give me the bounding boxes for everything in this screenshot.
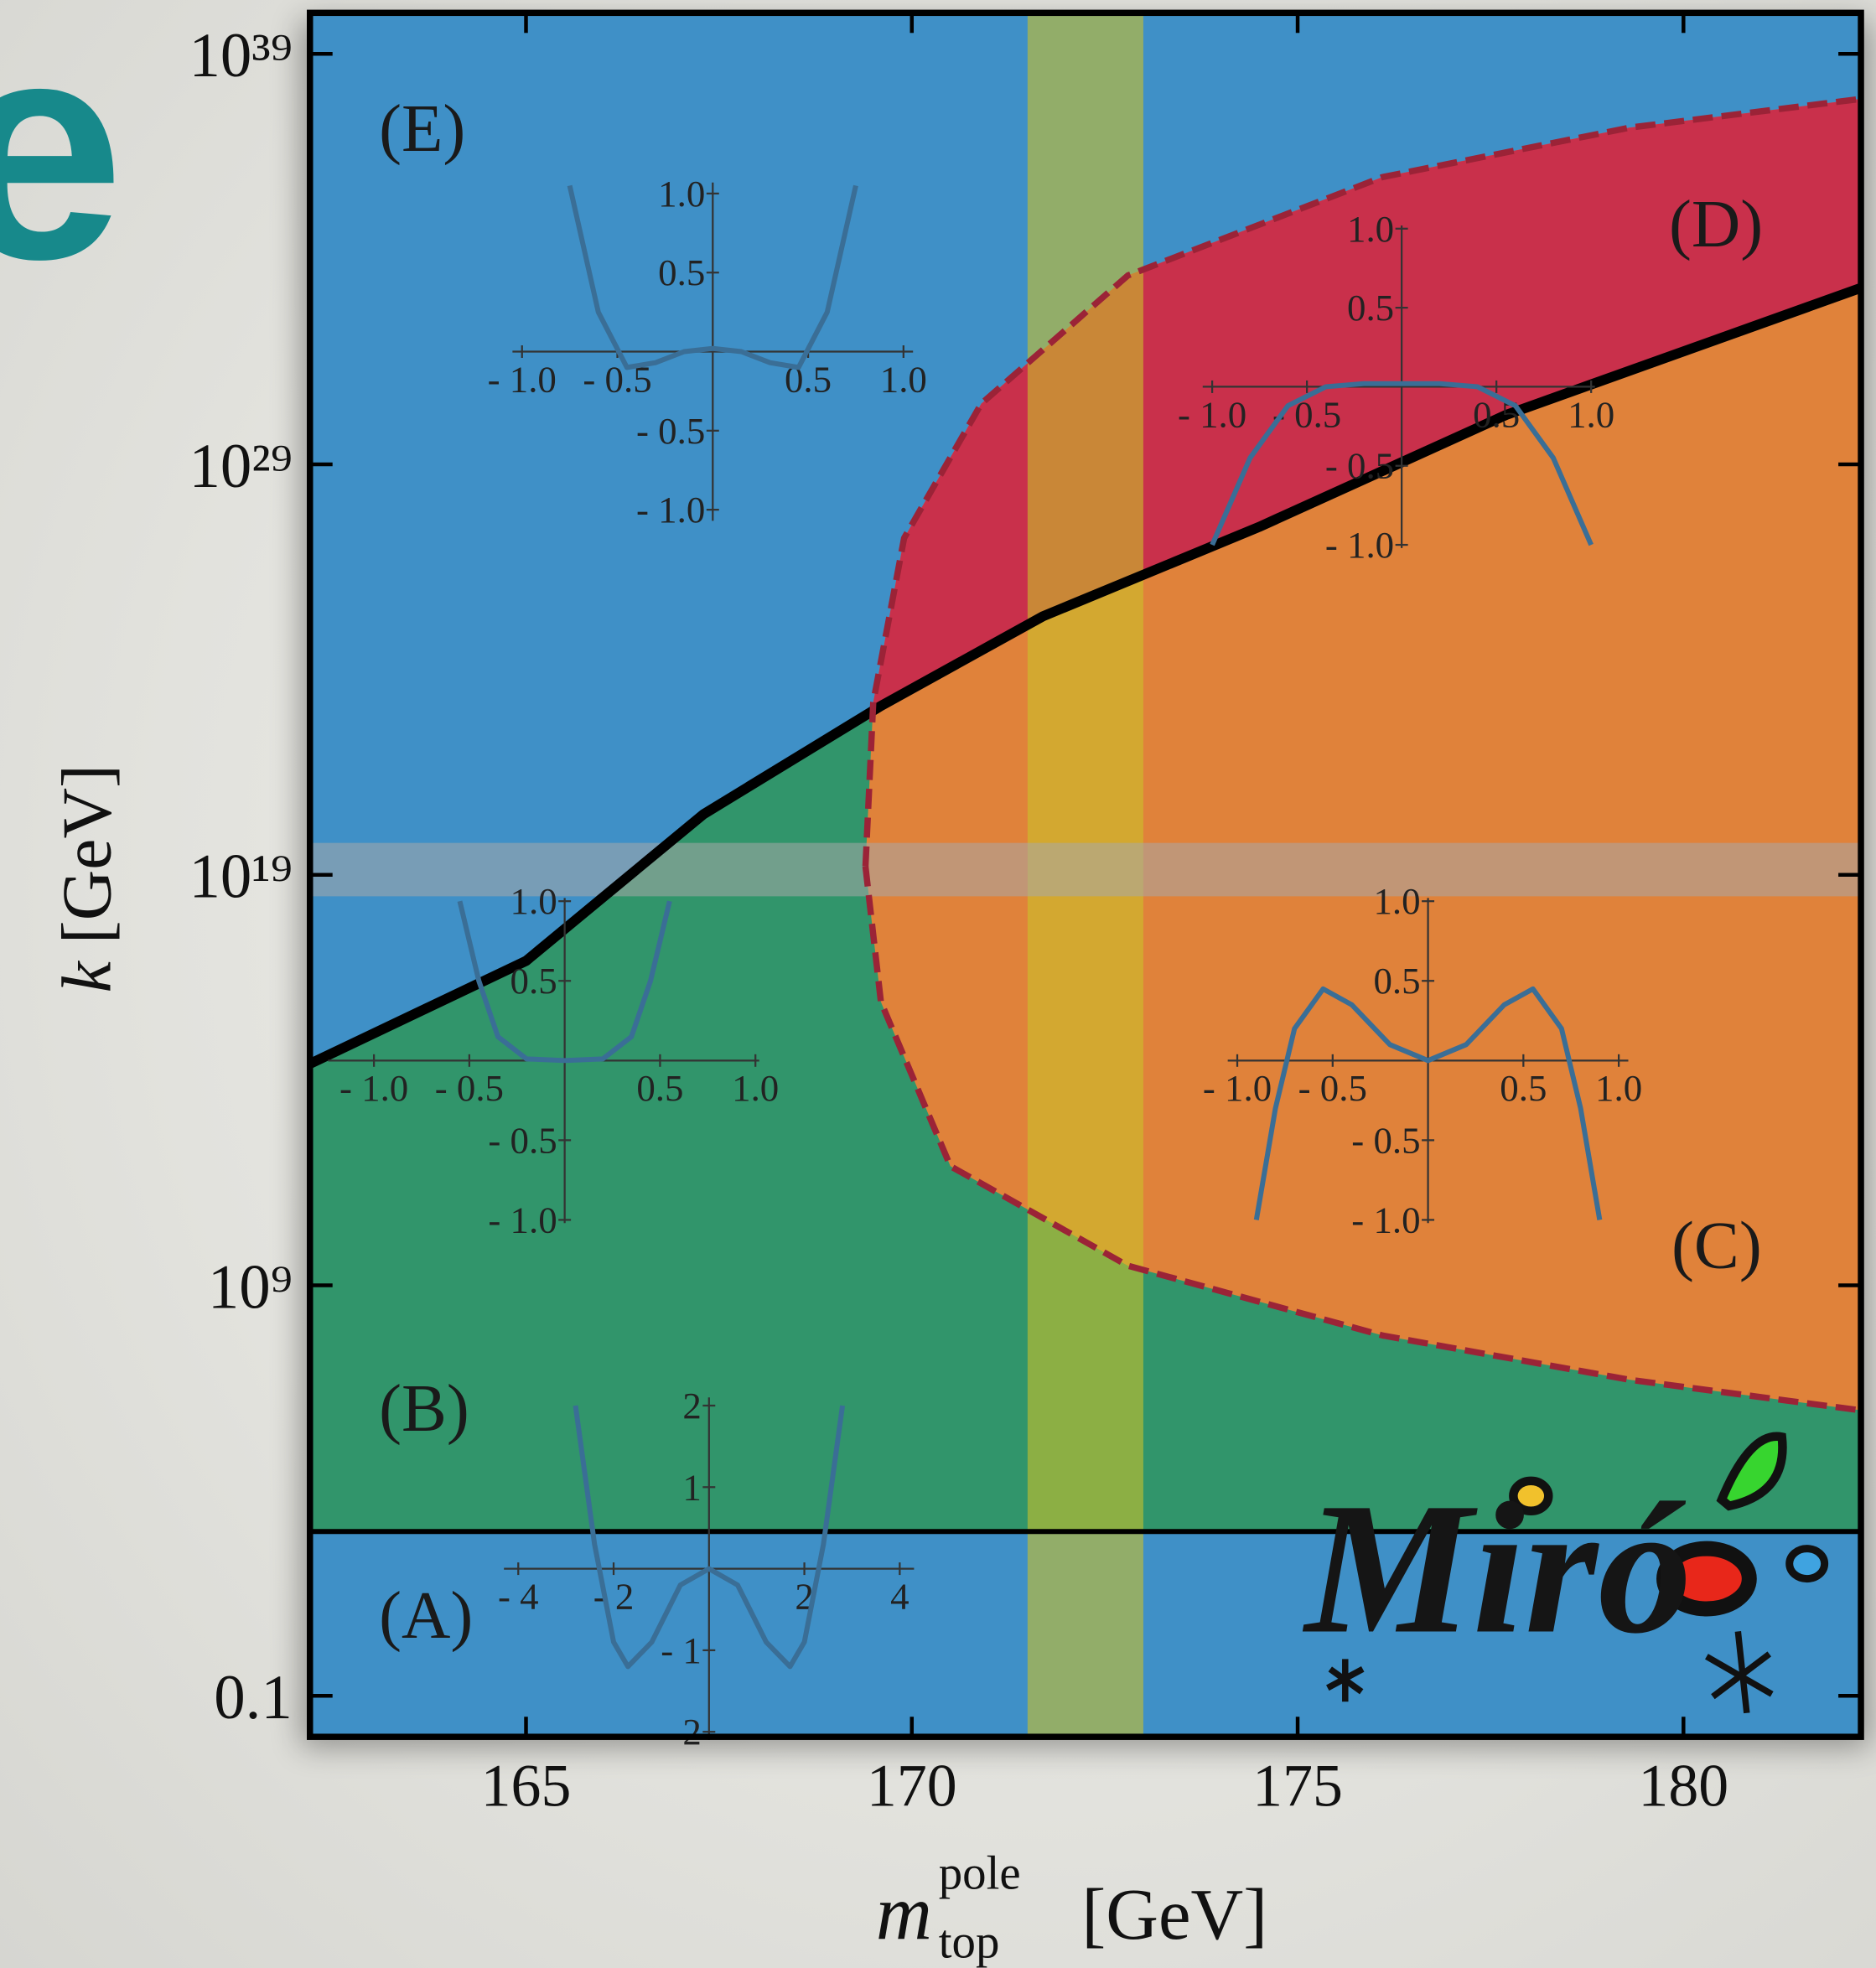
inset-tick-label: 1 xyxy=(682,1466,701,1508)
background-text: e xyxy=(0,0,124,324)
y-tick-label: 0.1 xyxy=(214,1663,293,1732)
logo: Miró xyxy=(1303,1437,1825,1713)
y-tick-label: 10³⁹ xyxy=(189,21,292,91)
x-label-symbol: m xyxy=(876,1870,932,1956)
y-label-symbol: k xyxy=(49,960,127,992)
x-tick-label: 180 xyxy=(1638,1753,1728,1820)
inset-tick-label: 0.5 xyxy=(1373,960,1420,1002)
inset-tick-label: - 1.0 xyxy=(1351,1199,1420,1240)
inset-tick-label: 1.0 xyxy=(1568,393,1614,435)
inset-tick-label: 1.0 xyxy=(658,173,705,215)
logo-blob xyxy=(1790,1549,1825,1579)
inset-tick-label: - 0.5 xyxy=(1298,1067,1367,1109)
region-label: (A) xyxy=(379,1578,473,1653)
inset-tick-label: 0.5 xyxy=(1473,393,1520,435)
y-axis-label: k [GeV] xyxy=(49,764,127,992)
inset-tick-label: - 0.5 xyxy=(435,1067,504,1109)
inset-tick-label: 0.5 xyxy=(636,1067,683,1109)
inset-tick-label: 1.0 xyxy=(1373,880,1420,922)
inset-tick-label: - 1 xyxy=(661,1629,702,1671)
y-tick-label: 10¹⁹ xyxy=(189,842,292,912)
inset-tick-label: 4 xyxy=(890,1576,909,1618)
page: {"background_text": "e", "chart_data": {… xyxy=(0,0,1876,1968)
region-label: (C) xyxy=(1671,1208,1762,1282)
chart: e - 4- 22421- 1- 2- 1.0- 0.50.51.01.00.5… xyxy=(0,0,1876,1968)
inset-tick-label: 1.0 xyxy=(732,1067,779,1109)
inset-tick-label: - 1.0 xyxy=(488,1199,557,1240)
inset-tick-label: - 1.0 xyxy=(488,358,557,400)
inset-tick-label: 2 xyxy=(682,1385,701,1427)
inset-tick-label: 1.0 xyxy=(1347,208,1394,250)
inset-tick-label: 0.5 xyxy=(1347,287,1394,329)
inset-tick-label: 0.5 xyxy=(510,960,557,1002)
inset-tick-label: - 0.5 xyxy=(636,410,705,452)
inset-tick-label: - 4 xyxy=(498,1576,539,1618)
x-label-unit: [GeV] xyxy=(1081,1874,1267,1955)
inset-tick-label: - 2 xyxy=(661,1711,702,1753)
inset-tick-label: - 1.0 xyxy=(1203,1067,1272,1109)
x-tick-label: 170 xyxy=(867,1753,957,1820)
inset-tick-label: - 0.5 xyxy=(1325,445,1394,487)
x-label-superscript: pole xyxy=(939,1846,1021,1899)
inset-tick-label: - 1.0 xyxy=(1325,524,1394,566)
region-label: (E) xyxy=(379,91,465,166)
inset-tick-label: 0.5 xyxy=(1500,1067,1547,1109)
x-label-subscript: top xyxy=(939,1916,1000,1968)
inset-tick-label: 0.5 xyxy=(658,251,705,293)
inset-tick-label: - 1.0 xyxy=(1178,393,1246,435)
inset-tick-label: 1.0 xyxy=(1595,1067,1642,1109)
logo-text: Miró xyxy=(1303,1463,1692,1672)
y-label-unit: [GeV] xyxy=(49,764,127,944)
inset-tick-label: - 1.0 xyxy=(339,1067,408,1109)
region-label: (B) xyxy=(379,1371,469,1446)
y-tick-label: 10²⁹ xyxy=(189,432,292,501)
x-tick-label: 165 xyxy=(481,1753,572,1820)
inset-tick-label: - 1.0 xyxy=(636,489,705,531)
region-label: (D) xyxy=(1669,187,1763,262)
inset-tick-label: - 0.5 xyxy=(488,1119,557,1161)
inset-tick-label: - 0.5 xyxy=(1351,1119,1420,1161)
x-tick-label: 175 xyxy=(1252,1753,1343,1820)
inset-tick-label: 1.0 xyxy=(880,358,927,400)
inset-tick-label: 1.0 xyxy=(510,880,557,922)
y-tick-label: 10⁹ xyxy=(208,1252,293,1322)
